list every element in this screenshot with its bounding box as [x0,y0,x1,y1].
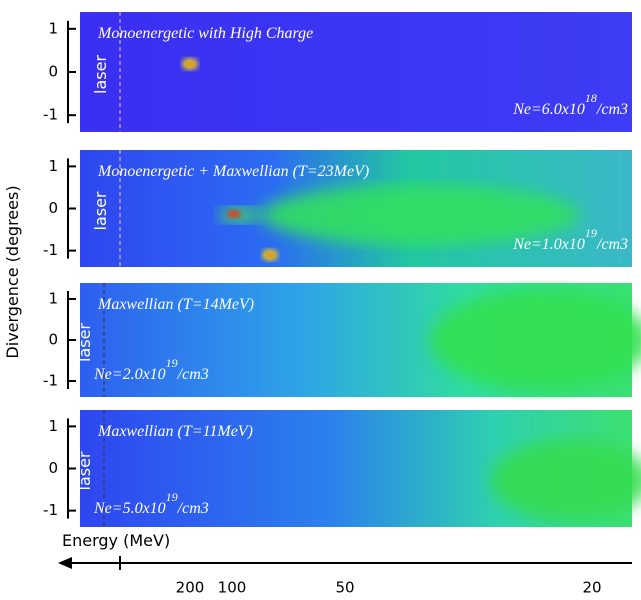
density-exp: 19 [166,490,178,504]
y-axis-label: Divergence (degrees) [3,185,22,358]
density-base: Ne=5.0x10 [93,500,166,517]
signal [430,290,641,390]
y-tick-label: 0 [48,63,58,81]
x-tick-label: 200 [176,579,205,597]
panel-title: Maxwellian (T=14MeV) [97,296,254,313]
density-base: Ne=1.0x10 [512,236,585,253]
density-exp: 19 [166,356,178,370]
y-tick-label: 0 [48,459,58,477]
energy-axis: Energy (MeV) 200 100 50 20 [58,531,632,597]
y-tick-label: 0 [48,331,58,349]
energy-axis-label: Energy (MeV) [62,531,170,550]
signal [267,253,273,257]
y-tick-label: -1 [43,106,58,124]
signal [227,210,241,218]
panel-title: Monoenergetic + Maxwellian (T=23MeV) [97,163,369,180]
signal [187,62,193,66]
panel-image [80,12,632,132]
panel: laser Monoenergetic with High Charge Ne=6.… [43,12,632,132]
y-tick-label: 1 [48,157,58,175]
y-tick-label: 1 [48,289,58,307]
y-tick-label: 1 [48,417,58,435]
signal [260,185,580,245]
panel-title: Monoenergetic with High Charge [97,25,313,42]
laser-label: laser [91,191,110,230]
density-label: Ne=6.0x1018/cm3 [512,91,628,118]
x-tick-label: 20 [582,579,601,597]
y-tick-label: -1 [43,372,58,390]
y-tick-label: -1 [43,501,58,519]
y-tick-label: 1 [48,19,58,37]
x-tick-label: 50 [335,579,354,597]
density-unit: /cm3 [596,101,628,118]
y-tick-label: 0 [48,199,58,217]
laser-label: laser [75,323,94,362]
signal [490,440,641,520]
density-label: Ne=1.0x1019/cm3 [512,226,628,253]
density-unit: /cm3 [177,500,209,517]
density-base: Ne=2.0x10 [93,366,166,383]
y-tick-label: -1 [43,241,58,259]
density-exp: 18 [585,91,597,105]
panel: laser Monoenergetic + Maxwellian (T=23MeV… [43,150,632,267]
density-base: Ne=6.0x10 [512,101,585,118]
laser-label: laser [91,55,110,94]
x-tick-label: 100 [218,579,247,597]
panels: laser Monoenergetic with High Charge Ne=6.… [43,12,641,527]
density-label: Ne=2.0x1019/cm3 [93,356,209,383]
laser-label: laser [75,451,94,490]
density-unit: /cm3 [177,366,209,383]
density-unit: /cm3 [596,236,628,253]
panel-title: Maxwellian (T=11MeV) [97,423,253,440]
density-label: Ne=5.0x1019/cm3 [93,490,209,517]
density-exp: 19 [585,226,597,240]
axis-arrow [58,557,72,569]
